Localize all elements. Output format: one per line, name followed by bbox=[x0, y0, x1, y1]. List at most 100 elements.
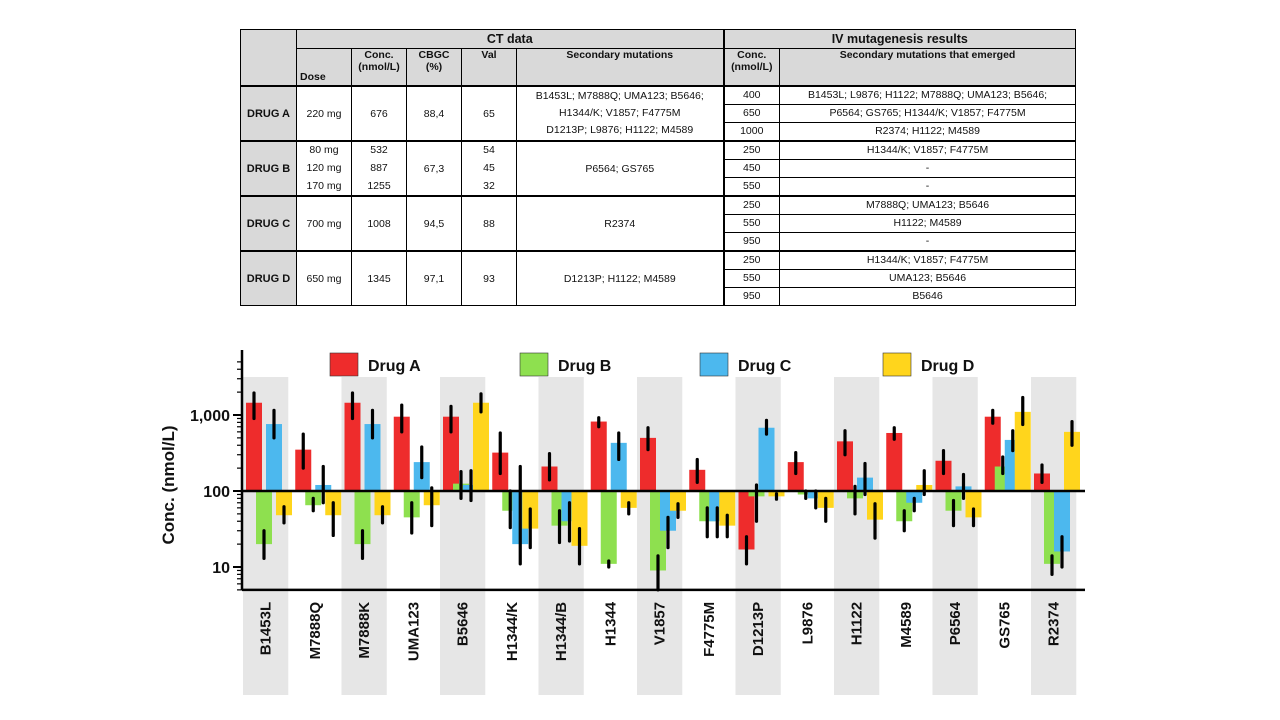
bar-drug-d-h1344-b bbox=[571, 491, 588, 546]
y-tick-label: 1,000 bbox=[190, 408, 230, 425]
iv-conc-cell: 650 bbox=[722, 104, 781, 123]
drug-d-secondary: D1213P; H1122; M4589 bbox=[515, 250, 725, 306]
bar-drug-d-p6564 bbox=[965, 491, 982, 518]
drug-d-conc: 1345 bbox=[351, 250, 407, 306]
category-label-h1344-b: H1344/B bbox=[553, 602, 570, 661]
iv-mutations-cell: H1344/K; V1857; F4775M bbox=[779, 250, 1077, 270]
table-row-iv: 550 UMA123; B5646 bbox=[241, 269, 1077, 288]
bar-drug-a-m7888q bbox=[295, 449, 312, 491]
drug-b-conc: 532 bbox=[351, 140, 407, 160]
drug-c-cbgc: 94,5 bbox=[406, 195, 462, 252]
chart-axes bbox=[240, 350, 1085, 592]
mutation-concentration-chart: Drug A Drug B Drug C Drug D 10 100 1,000 B145… bbox=[159, 350, 1085, 695]
drug-b-val: 32 bbox=[461, 177, 517, 197]
dose-column-header: Dose bbox=[296, 48, 352, 87]
bar-drug-d-gs765 bbox=[1014, 411, 1031, 491]
iv-conc-cell: 550 bbox=[722, 177, 781, 197]
drug-c-secondary: R2374 bbox=[515, 195, 725, 252]
val-column-header: Val bbox=[461, 48, 517, 87]
ct-conc-column-header: Conc. (nmol/L) bbox=[351, 48, 407, 87]
category-label-l9876: L9876 bbox=[799, 602, 816, 645]
bar-drug-c-b1453l bbox=[266, 424, 282, 491]
iv-conc-column-header: Conc. (nmol/L) bbox=[722, 48, 781, 87]
iv-conc-cell: 950 bbox=[722, 232, 781, 252]
bar-drug-a-l9876 bbox=[787, 462, 804, 491]
bar-drug-d-h1344 bbox=[620, 491, 637, 508]
iv-mutations-cell: R2374; H1122; M4589 bbox=[779, 122, 1077, 142]
legend-label-drug-a: Drug A bbox=[368, 358, 421, 375]
iv-mutations-cell: - bbox=[779, 177, 1077, 197]
drug-a-conc: 676 bbox=[351, 85, 407, 142]
drug-d-label: DRUG D bbox=[240, 250, 297, 306]
drug-b-dose: 120 mg bbox=[296, 159, 352, 178]
bar-drug-c-h1344 bbox=[610, 442, 627, 491]
iv-mutagenesis-header: IV mutagenesis results bbox=[722, 29, 1077, 49]
bar-drug-a-b1453l bbox=[246, 402, 262, 491]
drug-c-dose: 700 mg bbox=[296, 195, 352, 252]
bar-drug-b-b1453l bbox=[256, 491, 272, 545]
drug-b-conc: 887 bbox=[351, 159, 407, 178]
drug-b-dose: 80 mg bbox=[296, 140, 352, 160]
table-row-iv: 650 P6564; GS765; H1344/K; V1857; F4775M bbox=[241, 104, 1077, 123]
category-label-h1344-k: H1344/K bbox=[504, 602, 521, 661]
bar-drug-c-r2374 bbox=[1054, 491, 1070, 552]
chart-bars bbox=[246, 391, 1080, 592]
iv-conc-cell: 250 bbox=[722, 140, 781, 160]
ct-secondary-column-header: Secondary mutations bbox=[515, 48, 725, 87]
category-label-p6564: P6564 bbox=[947, 601, 964, 645]
iv-conc-cell: 250 bbox=[722, 195, 781, 215]
category-label-f4775m: F4775M bbox=[701, 602, 718, 657]
bar-drug-a-uma123 bbox=[393, 416, 410, 491]
bar-drug-a-h1122 bbox=[837, 441, 853, 491]
bar-drug-c-d1213p bbox=[758, 427, 775, 491]
category-label-d1213p: D1213P bbox=[750, 602, 767, 656]
table-row-iv: 950 B5646 bbox=[241, 287, 1077, 306]
iv-conc-cell: 250 bbox=[722, 250, 781, 270]
cbgc-column-header: CBGC (%) bbox=[406, 48, 462, 87]
category-label-r2374: R2374 bbox=[1046, 601, 1063, 646]
bar-drug-c-m7888k bbox=[364, 424, 381, 491]
iv-mutations-cell: B5646 bbox=[779, 287, 1077, 306]
iv-mutations-cell: - bbox=[779, 232, 1077, 252]
legend-label-drug-b: Drug B bbox=[558, 358, 611, 375]
y-tick-label: 100 bbox=[203, 484, 230, 501]
drug-b-secondary: P6564; GS765 bbox=[515, 140, 725, 197]
secondary-line: D1213P; L9876; H1122; M4589 bbox=[546, 124, 694, 136]
iv-conc-cell: 550 bbox=[722, 269, 781, 288]
iv-mutations-cell: UMA123; B5646 bbox=[779, 269, 1077, 288]
category-label-h1122: H1122 bbox=[849, 602, 866, 645]
iv-mutations-cell: - bbox=[779, 159, 1077, 178]
y-tick-label: 10 bbox=[212, 560, 230, 577]
iv-secondary-column-header: Secondary mutations that emerged bbox=[779, 48, 1077, 87]
legend-swatch-drug-b bbox=[519, 352, 549, 377]
bar-drug-d-b5646 bbox=[473, 402, 489, 491]
table-row-iv: 120 mg 887 45 450 - bbox=[241, 159, 1077, 178]
secondary-line: H1344/K; V1857; F4775M bbox=[559, 107, 681, 119]
y-ticks: 10 100 1,000 bbox=[190, 361, 242, 591]
bar-drug-b-h1344 bbox=[600, 491, 617, 564]
bar-drug-a-h1344 bbox=[590, 421, 607, 491]
table-corner-cell bbox=[240, 29, 297, 87]
category-label-uma123: UMA123 bbox=[405, 602, 422, 661]
iv-mutations-cell: P6564; GS765; H1344/K; V1857; F4775M bbox=[779, 104, 1077, 123]
secondary-line: B1453L; M7888Q; UMA123; B5646; bbox=[535, 90, 704, 102]
iv-conc-cell: 450 bbox=[722, 159, 781, 178]
legend-swatch-drug-a bbox=[329, 352, 359, 377]
bar-drug-a-m7888k bbox=[344, 402, 361, 491]
category-label-m4589: M4589 bbox=[898, 602, 915, 648]
drug-b-val: 45 bbox=[461, 159, 517, 178]
category-label-b5646: B5646 bbox=[455, 602, 472, 646]
category-label-m7888q: M7888Q bbox=[307, 602, 324, 660]
shaded-band-h1122 bbox=[834, 377, 880, 695]
drug-a-label: DRUG A bbox=[240, 85, 297, 142]
ct-data-table: CT data IV mutagenesis results Dose Conc… bbox=[240, 29, 1077, 306]
iv-conc-cell: 400 bbox=[722, 85, 781, 105]
iv-conc-cell: 1000 bbox=[722, 122, 781, 142]
iv-mutations-cell: H1122; M4589 bbox=[779, 214, 1077, 233]
legend-swatch-drug-c bbox=[699, 352, 729, 377]
drug-c-val: 88 bbox=[461, 195, 517, 252]
category-label-v1857: V1857 bbox=[652, 602, 669, 645]
table-row-iv: 1000 R2374; H1122; M4589 bbox=[241, 122, 1077, 142]
table-row-drug-b: DRUG B 80 mg 532 67,3 54 P6564; GS765 25… bbox=[240, 140, 1077, 197]
bar-drug-b-m7888k bbox=[354, 491, 371, 545]
